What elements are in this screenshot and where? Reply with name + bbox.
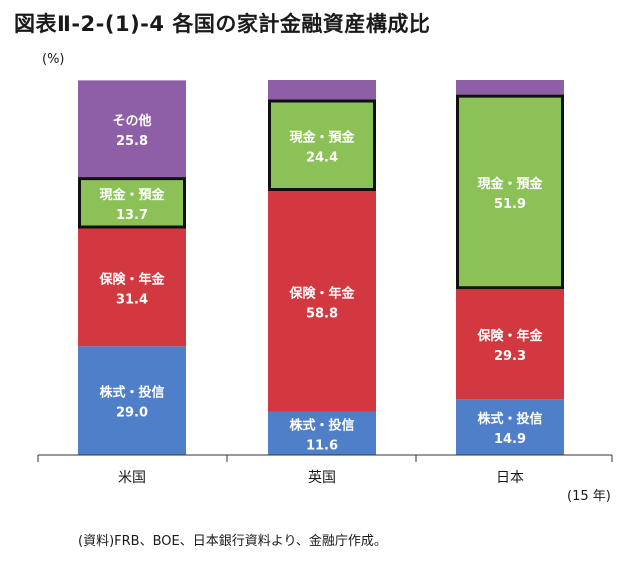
x-tick-label: 英国	[308, 469, 336, 486]
x-tick-label: 日本	[496, 470, 524, 486]
chart-title: 図表Ⅱ-2-(1)-4 各国の家計金融資産構成比	[14, 12, 431, 36]
bar-segment-insurance	[456, 289, 564, 400]
segment-name-label: 現金・預金	[99, 187, 165, 203]
segment-name-label: 株式・投信	[99, 385, 164, 401]
segment-name-label: 株式・投信	[289, 417, 354, 433]
bar-segment-stocks	[268, 411, 376, 455]
segment-value-label: 29.0	[116, 406, 148, 421]
bar-segment-cash	[456, 94, 564, 290]
bar-segment-other	[78, 80, 186, 178]
bar-segment-stocks	[78, 346, 186, 455]
source-note: (資料)FRB、BOE、日本銀行資料より、金融庁作成。	[78, 534, 387, 549]
segment-name-label: 株式・投信	[477, 411, 542, 427]
bar-segment-cash	[268, 99, 376, 191]
bar-segment-insurance	[268, 191, 376, 412]
bar-segment-other	[456, 80, 564, 95]
segment-value-label: 13.7	[116, 208, 148, 223]
highlight-outline	[456, 94, 564, 290]
segment-value-label: 24.4	[306, 150, 338, 165]
segment-value-label: 31.4	[116, 292, 148, 307]
segment-name-label: 現金・預金	[289, 129, 355, 145]
segment-value-label: 29.3	[494, 349, 526, 364]
segment-name-label: 保険・年金	[288, 285, 355, 301]
segment-value-label: 11.6	[306, 438, 338, 453]
bar-segment-insurance	[78, 228, 186, 347]
unit-label: (%)	[42, 52, 65, 67]
bar-segment-other	[268, 80, 376, 100]
segment-value-label: 58.8	[306, 306, 338, 321]
segment-name-label: 保険・年金	[476, 328, 543, 344]
segment-name-label: 保険・年金	[98, 271, 165, 287]
segment-value-label: 14.9	[494, 432, 526, 447]
segment-value-label: 25.8	[116, 134, 148, 149]
highlight-outline	[78, 177, 186, 229]
bar-segment-cash	[78, 177, 186, 229]
segment-name-label: 現金・預金	[477, 176, 543, 192]
highlight-outline	[268, 99, 376, 191]
year-label: (15 年)	[567, 489, 611, 504]
segment-name-label: その他	[112, 113, 151, 129]
x-tick-label: 米国	[118, 470, 146, 486]
bar-segment-stocks	[456, 399, 564, 455]
segment-value-label: 51.9	[494, 197, 526, 212]
